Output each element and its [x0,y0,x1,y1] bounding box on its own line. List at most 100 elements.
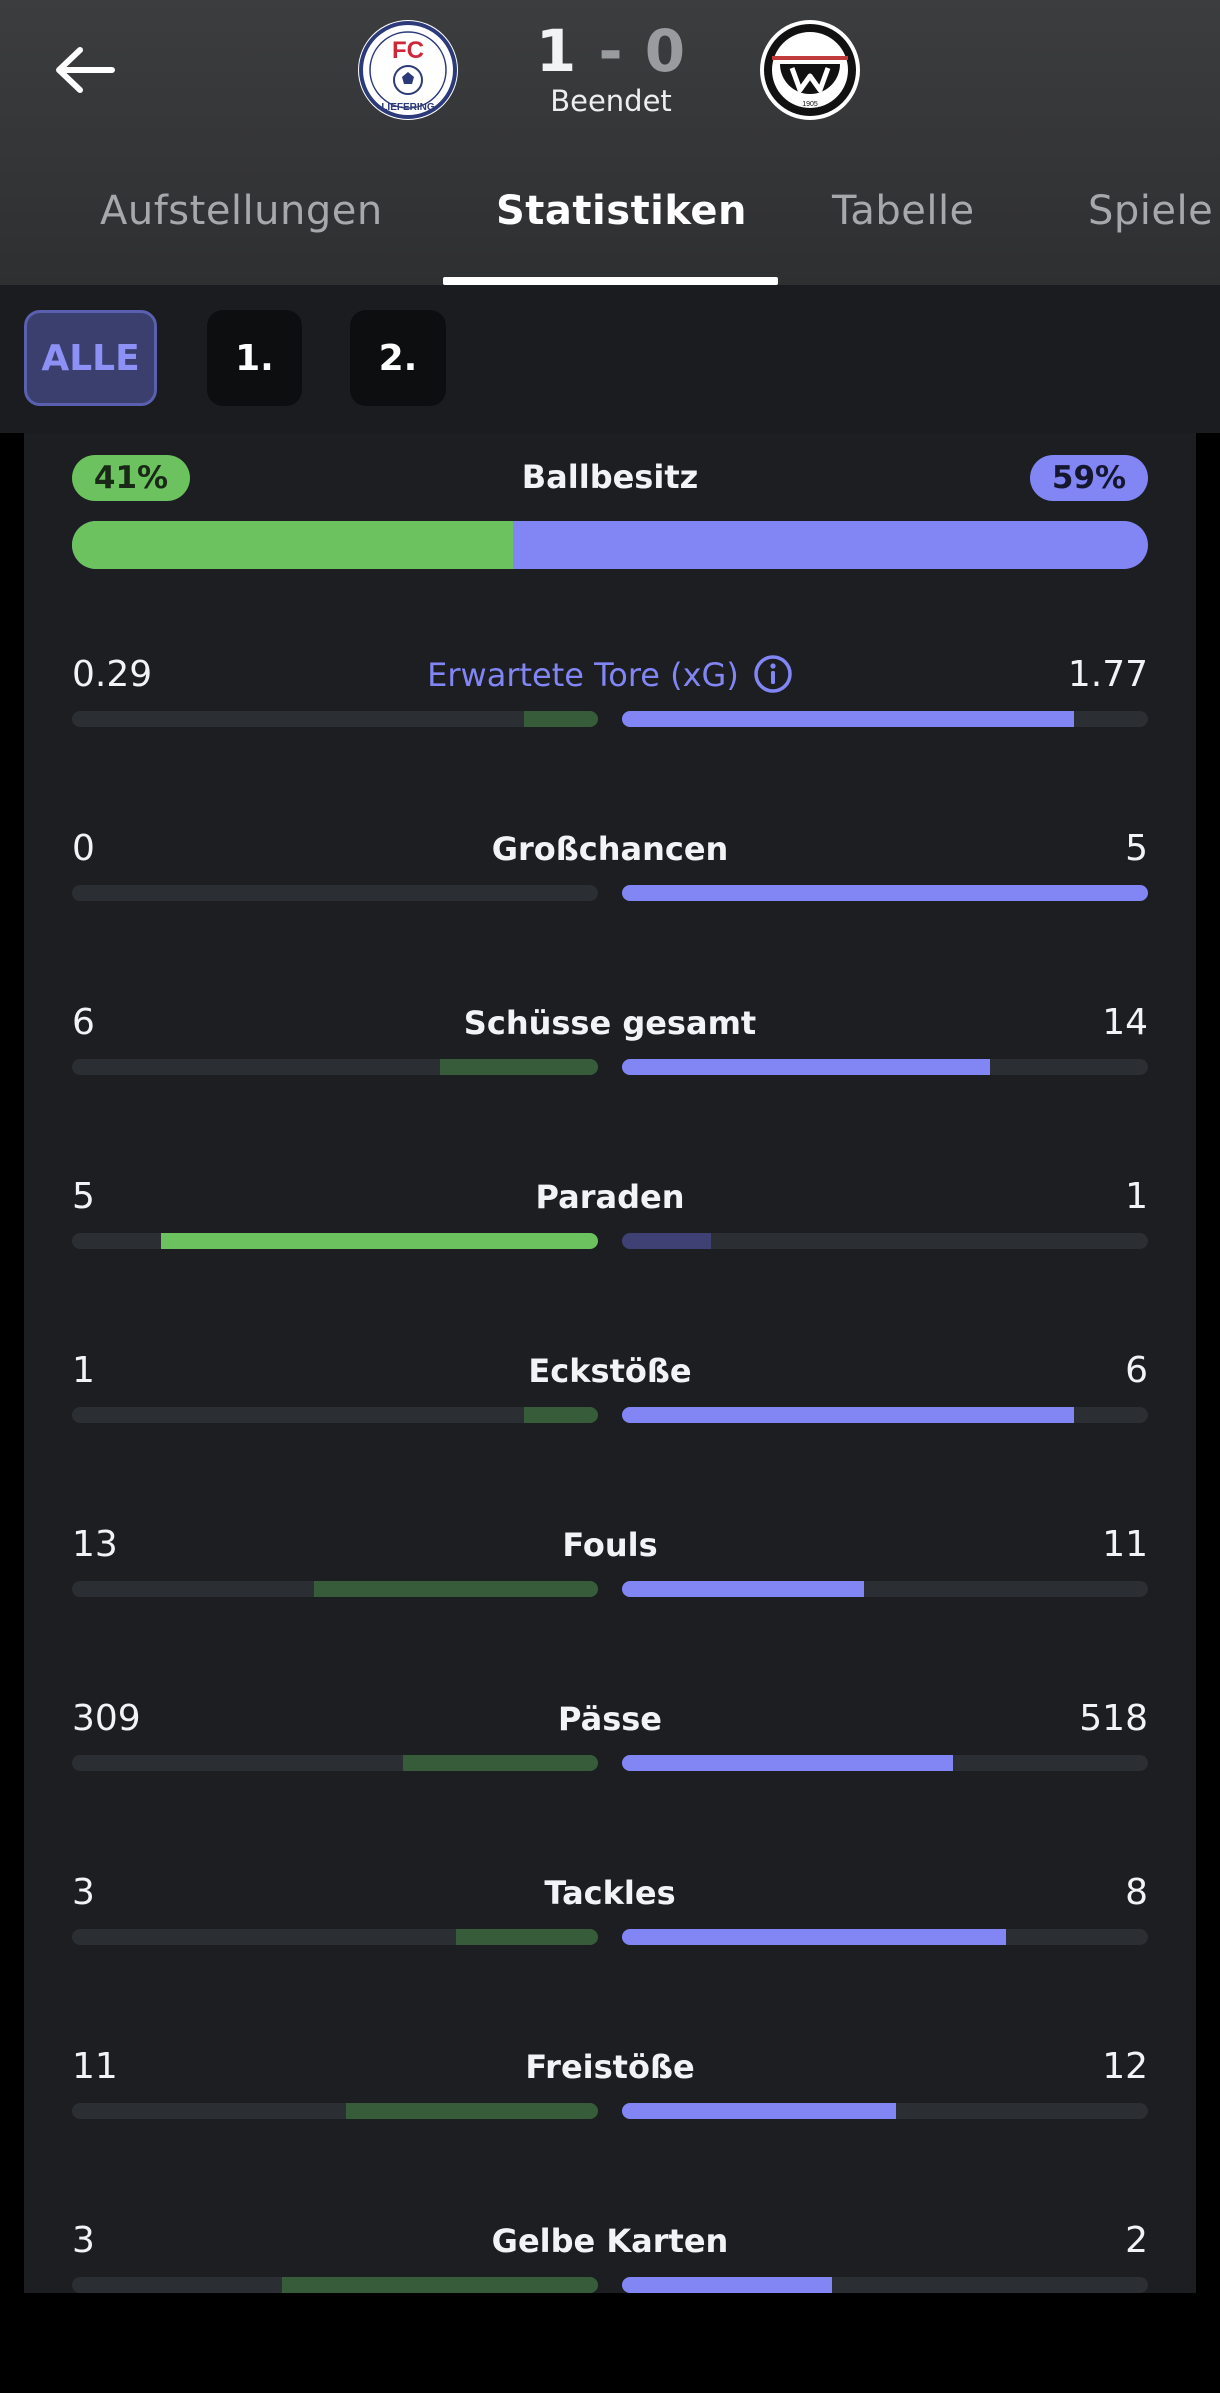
stat-home-track [72,885,598,901]
stat-home-track [72,1581,598,1597]
stat-home-fill [456,1929,598,1945]
stat-row: 0 Großchancen 5 [24,827,1196,1001]
stat-label-text: Schüsse gesamt [463,1004,757,1042]
stat-row: 5 Paraden 1 [24,1175,1196,1349]
stat-row: 3 Tackles 8 [24,1871,1196,2045]
stat-away-value: 8 [1125,1872,1148,1913]
stat-label: Paraden [310,1175,910,1219]
stat-home-track [72,2103,598,2119]
home-crest-fc-text: FC [392,37,424,64]
back-button[interactable] [48,34,120,106]
home-possession-badge: 41% [72,455,190,501]
match-status: Beendet [550,84,672,118]
stat-away-track [622,1755,1148,1771]
stat-away-fill [622,711,1074,727]
stat-label: Freistöße [310,2045,910,2089]
away-team-crest[interactable]: 1905 [758,18,862,122]
active-tab-indicator [443,277,778,285]
stat-home-value: 13 [72,1524,118,1565]
stat-label-text: Eckstöße [528,1352,692,1390]
stat-away-fill [622,2277,832,2293]
tab-aufstellungen[interactable]: Aufstellungen [100,188,383,234]
stat-home-value: 0.29 [72,654,153,695]
home-team-crest[interactable]: FC LIEFERING [356,18,460,122]
stat-away-value: 5 [1125,828,1148,869]
score: 1 - 0 [510,16,712,86]
possession-label: Ballbesitz [521,458,699,496]
stat-away-value: 11 [1102,1524,1148,1565]
stat-row: 1 Eckstöße 6 [24,1349,1196,1523]
stat-label-text: Erwartete Tore (xG) [427,656,739,694]
stat-label: Schüsse gesamt [310,1001,910,1045]
stat-away-track [622,1233,1148,1249]
stat-away-track [622,1407,1148,1423]
stat-home-track [72,1407,598,1423]
away-crest-year: 1905 [802,101,818,108]
stat-home-value: 3 [72,2220,95,2261]
period-filter-bar: ALLE 1. 2. [0,285,1220,433]
stat-label[interactable]: Erwartete Tore (xG) [310,653,910,697]
tab-spiele[interactable]: Spiele [1088,188,1214,234]
stat-away-value: 2 [1125,2220,1148,2261]
stat-away-fill [622,1755,953,1771]
stat-away-track [622,2277,1148,2293]
stat-home-fill [524,711,598,727]
info-icon[interactable] [753,654,793,694]
tab-bar: Aufstellungen Statistiken Tabelle Spiele [0,170,1220,285]
tab-tabelle[interactable]: Tabelle [832,188,975,234]
filter-second-half-button[interactable]: 2. [350,310,446,406]
stat-away-value: 518 [1079,1698,1148,1739]
stat-away-fill [622,1581,864,1597]
stat-home-value: 309 [72,1698,141,1739]
stat-row: 13 Fouls 11 [24,1523,1196,1697]
stat-home-fill [440,1059,598,1075]
filter-all-button[interactable]: ALLE [24,310,157,406]
stat-label-text: Großchancen [491,830,729,868]
tab-statistiken[interactable]: Statistiken [496,188,748,234]
away-score: 0 [644,17,687,85]
stat-home-track [72,711,598,727]
stat-home-value: 11 [72,2046,118,2087]
statistics-card: 41% Ballbesitz 59% 0.29 Erwartete Tore (x… [24,433,1196,2293]
stat-row: 0.29 Erwartete Tore (xG) 1.77 [24,653,1196,827]
stat-row: 3 Gelbe Karten 2 [24,2219,1196,2393]
stat-row: 11 Freistöße 12 [24,2045,1196,2219]
stat-row: 309 Pässe 518 [24,1697,1196,1871]
home-score: 1 [535,17,578,85]
stat-home-value: 0 [72,828,95,869]
stat-away-track [622,711,1148,727]
stat-label: Tackles [310,1871,910,1915]
stat-away-fill [622,1233,711,1249]
home-crest-ring-text: LIEFERING [381,102,435,113]
stat-label-text: Pässe [558,1700,662,1738]
stat-home-fill [161,1233,598,1249]
stat-away-track [622,2103,1148,2119]
stat-home-track [72,1929,598,1945]
stat-label: Eckstöße [310,1349,910,1393]
possession-bar-home-fill [72,521,514,569]
arrow-left-icon [56,47,115,93]
stat-away-fill [622,2103,896,2119]
stat-row: 6 Schüsse gesamt 14 [24,1001,1196,1175]
stat-away-value: 6 [1125,1350,1148,1391]
stat-home-track [72,2277,598,2293]
stat-away-fill [622,885,1148,901]
stat-label: Pässe [310,1697,910,1741]
stat-label: Fouls [310,1523,910,1567]
stat-home-value: 5 [72,1176,95,1217]
stat-home-track [72,1059,598,1075]
match-header: FC LIEFERING 1 - 0 Beendet 1905 Aufstell… [0,0,1220,285]
stat-home-fill [524,1407,598,1423]
stat-away-track [622,1059,1148,1075]
stat-label-text: Fouls [562,1526,658,1564]
away-possession-badge: 59% [1030,455,1148,501]
stat-label-text: Freistöße [525,2048,695,2086]
stat-label: Großchancen [310,827,910,871]
stat-away-track [622,1929,1148,1945]
filter-first-half-button[interactable]: 1. [207,310,302,406]
stat-home-fill [282,2277,598,2293]
stat-away-fill [622,1407,1074,1423]
stat-home-track [72,1233,598,1249]
stat-label: Gelbe Karten [310,2219,910,2263]
possession-bar [72,521,1148,569]
